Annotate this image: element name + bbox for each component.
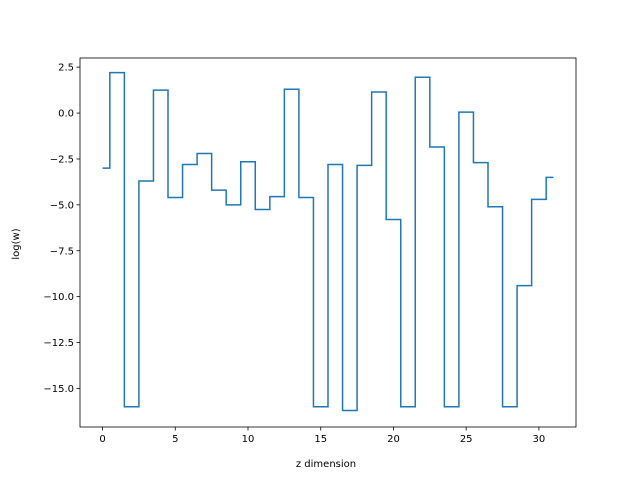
y-axis-label: log(w)	[11, 228, 22, 259]
y-tick-label: −5.0	[50, 200, 74, 211]
x-tick-label: 0	[99, 434, 105, 445]
x-tick-label: 10	[242, 434, 255, 445]
x-tick-label: 30	[533, 434, 546, 445]
y-tick-label: −15.0	[43, 384, 74, 395]
y-tick-label: −7.5	[50, 246, 74, 257]
x-tick-label: 15	[314, 434, 327, 445]
y-tick-label: 0.0	[58, 109, 74, 120]
y-tick-label: 2.5	[58, 63, 74, 74]
axes-frame	[79, 57, 577, 428]
x-tick-label: 5	[172, 434, 178, 445]
x-tick-label: 25	[460, 434, 473, 445]
y-axis-ticks: 2.5 0.0 −2.5 −5.0 −7.5 −10.0 −12.5 −15.0	[43, 63, 80, 395]
y-tick-label: −10.0	[43, 292, 74, 303]
y-tick-label: −12.5	[43, 338, 74, 349]
x-axis-label: z dimension	[296, 459, 356, 470]
plot-area	[102, 71, 554, 412]
y-tick-label: −2.5	[50, 154, 74, 165]
series-line-0	[102, 71, 554, 412]
x-axis-ticks: 0 5 10 15 20 25 30	[99, 427, 545, 445]
x-tick-label: 20	[387, 434, 400, 445]
